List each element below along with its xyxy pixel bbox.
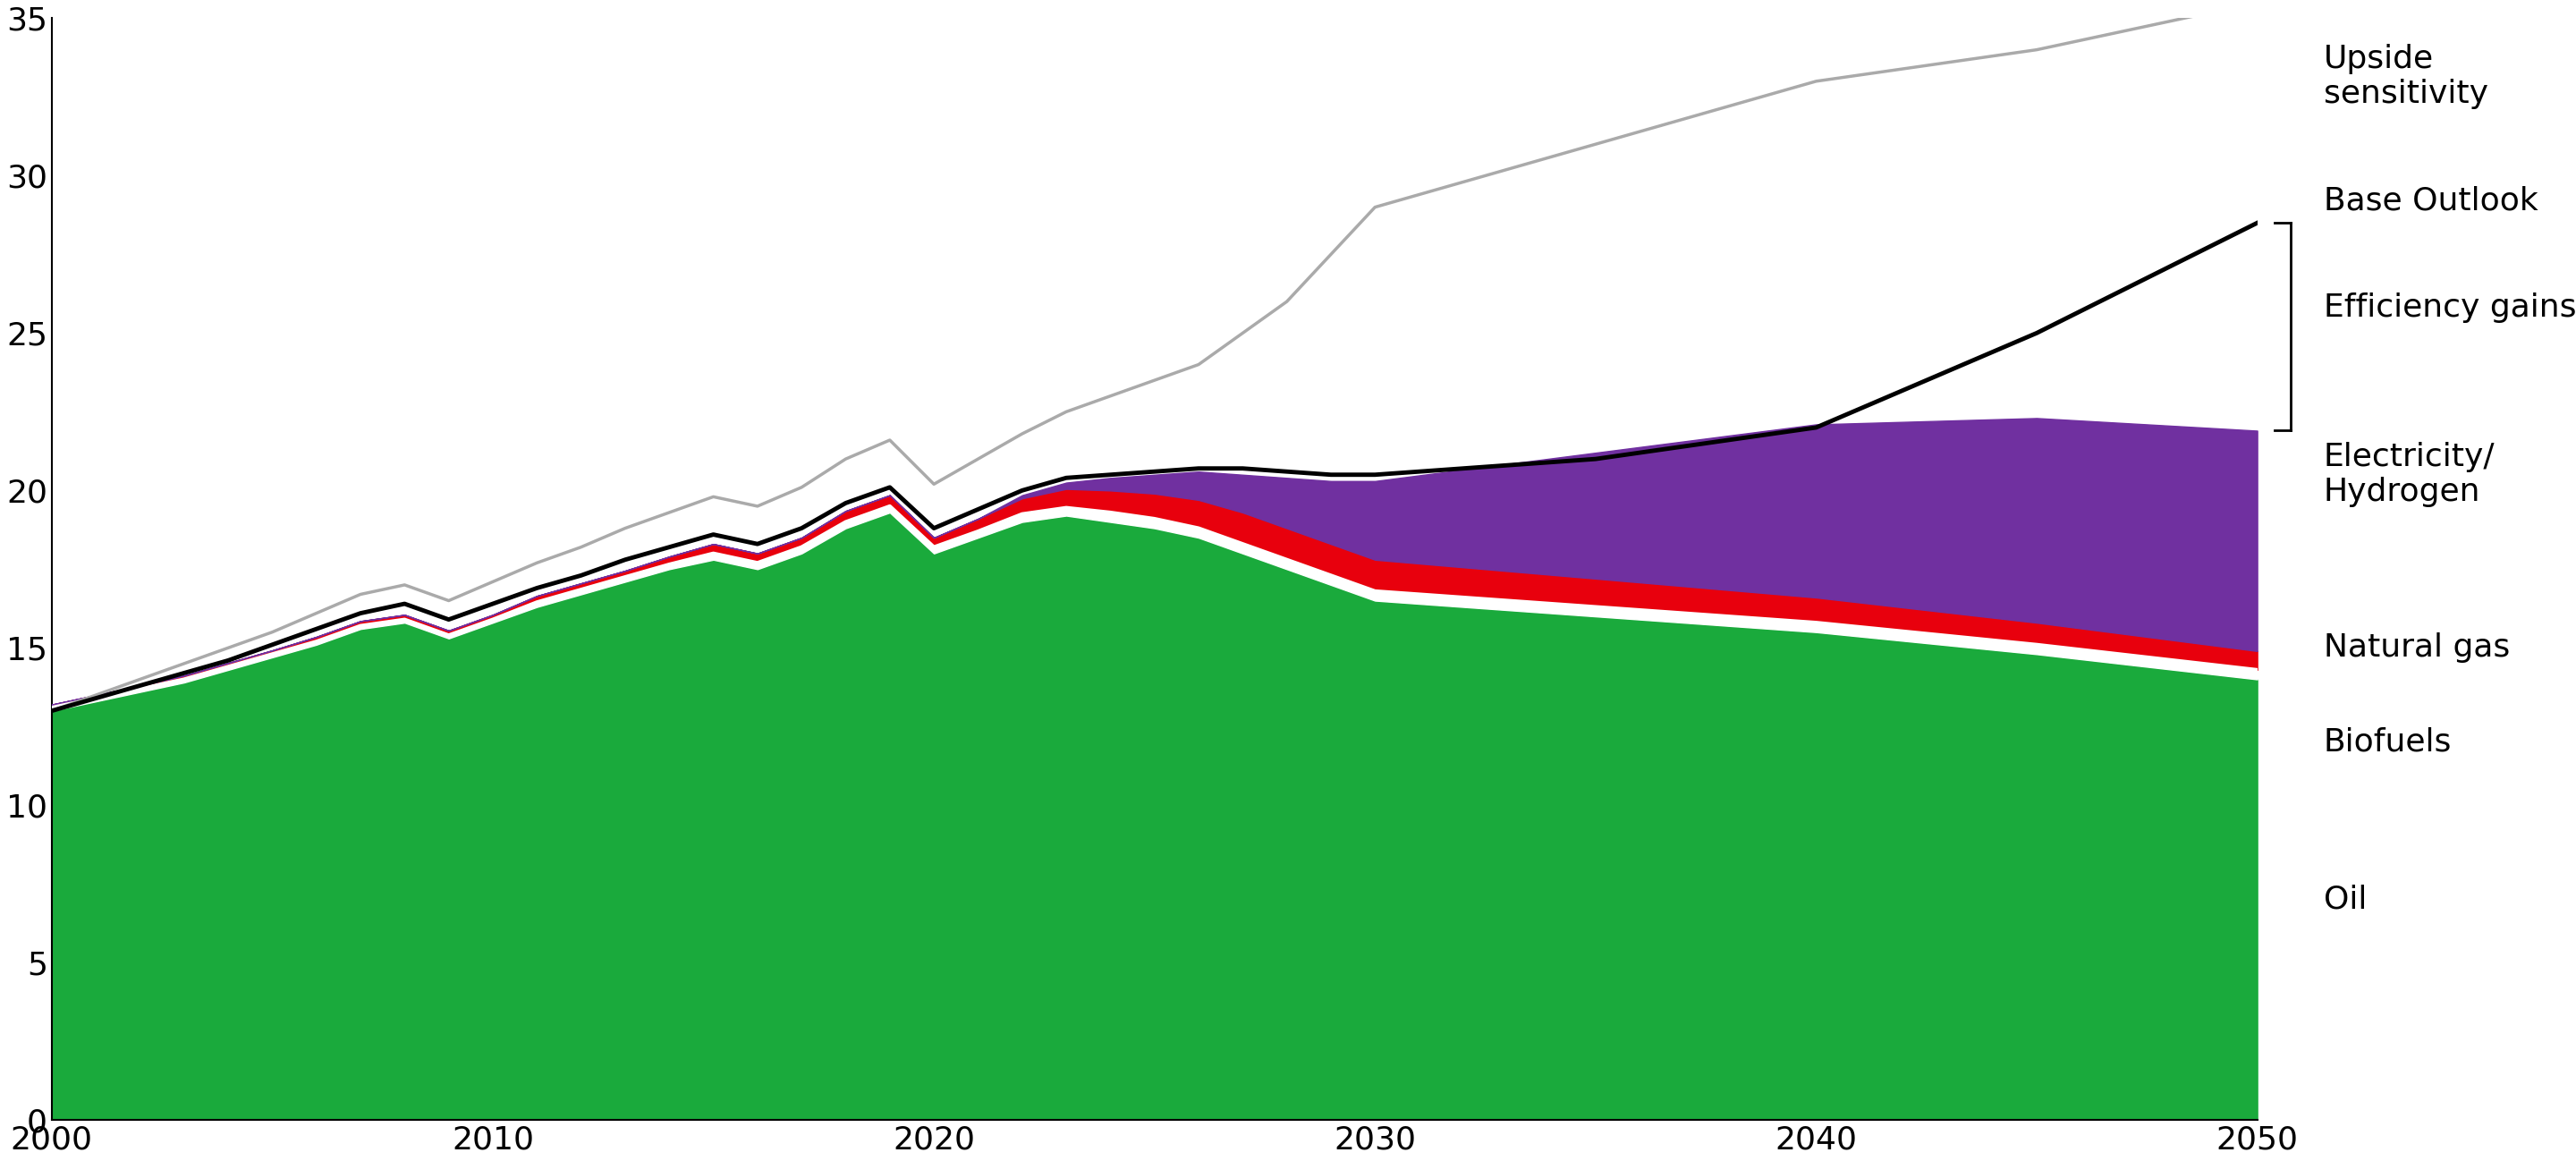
Text: Efficiency gains: Efficiency gains <box>2324 293 2576 323</box>
Text: Biofuels: Biofuels <box>2324 727 2452 757</box>
Text: Upside
sensitivity: Upside sensitivity <box>2324 43 2488 109</box>
Text: Base Outlook: Base Outlook <box>2324 186 2537 216</box>
Text: Oil: Oil <box>2324 885 2367 915</box>
Text: Electricity/
Hydrogen: Electricity/ Hydrogen <box>2324 442 2494 507</box>
Text: Natural gas: Natural gas <box>2324 633 2509 663</box>
